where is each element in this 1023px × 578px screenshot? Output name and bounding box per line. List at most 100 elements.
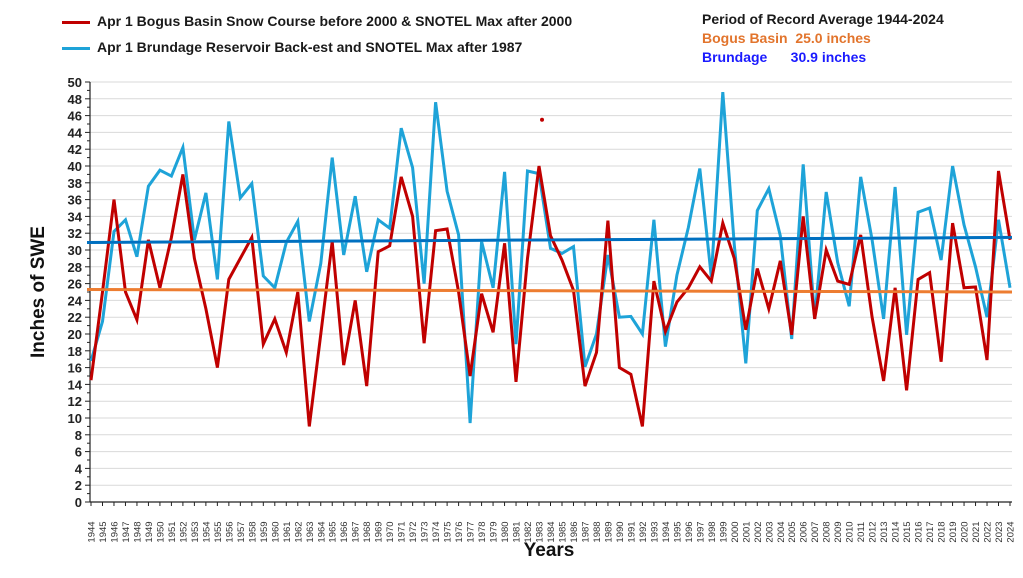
- annotation-bogus: Bogus Basin 25.0 inches: [702, 30, 871, 46]
- y-tick-label: 28: [68, 260, 82, 275]
- x-tick-label: 1944: [87, 521, 98, 542]
- x-tick-label: 1985: [557, 521, 568, 542]
- y-tick-label: 42: [68, 142, 82, 157]
- outlier-point: [540, 117, 545, 122]
- x-tick-label: 1975: [443, 521, 454, 542]
- y-tick-label: 48: [68, 92, 82, 107]
- x-tick-label: 2000: [730, 521, 741, 542]
- x-tick-label: 1955: [213, 521, 224, 542]
- x-tick-label: 1977: [466, 521, 477, 542]
- x-tick-label: 1974: [431, 521, 442, 542]
- x-tick-label: 2021: [971, 521, 982, 542]
- y-tick-label: 46: [68, 109, 82, 124]
- x-tick-label: 1995: [672, 521, 683, 542]
- x-tick-label: 1969: [374, 521, 385, 542]
- x-tick-label: 1951: [167, 521, 178, 542]
- x-tick-label: 2002: [753, 521, 764, 542]
- x-tick-label: 2011: [856, 522, 867, 542]
- x-tick-label: 2014: [891, 521, 902, 542]
- x-tick-label: 1972: [408, 521, 419, 542]
- trendline-brundage-overlay: [86, 236, 1013, 244]
- x-tick-label: 2015: [902, 521, 913, 542]
- x-tick-label: 1961: [282, 521, 293, 542]
- annotation-title: Period of Record Average 1944-2024: [702, 11, 944, 27]
- y-tick-label: 26: [68, 277, 82, 292]
- y-tick-label: 4: [75, 461, 83, 476]
- series-line-bogus: [89, 165, 1012, 427]
- x-tick-label: 1949: [144, 521, 155, 542]
- x-tick-label: 1998: [707, 521, 718, 542]
- x-tick-label: 1947: [121, 521, 132, 542]
- y-tick-label: 32: [68, 226, 82, 241]
- x-tick-label: 1993: [649, 521, 660, 542]
- x-tick-label: 1973: [420, 521, 431, 542]
- x-tick-label: 1958: [247, 521, 258, 542]
- x-tick-label: 1967: [351, 521, 362, 542]
- x-tick-label: 1945: [98, 521, 109, 542]
- x-tick-label: 2024: [1006, 521, 1017, 542]
- x-tick-label: 2004: [776, 521, 787, 542]
- y-tick-label: 24: [68, 293, 83, 308]
- x-tick-label: 1965: [328, 521, 339, 542]
- y-tick-label: 22: [68, 310, 82, 325]
- legend-label-brundage: Apr 1 Brundage Reservoir Back-est and SN…: [97, 39, 523, 55]
- x-tick-label: 1978: [477, 521, 488, 542]
- y-tick-label: 2: [75, 478, 82, 493]
- x-tick-label: 1968: [362, 521, 373, 542]
- x-tick-label: 1959: [259, 521, 270, 542]
- x-tick-label: 1948: [132, 521, 143, 542]
- x-tick-label: 1976: [454, 521, 465, 542]
- y-tick-label: 14: [68, 377, 83, 392]
- x-tick-label: 1960: [270, 521, 281, 542]
- y-tick-label: 20: [68, 327, 82, 342]
- x-tick-label: 1981: [512, 521, 523, 542]
- x-tick-label: 1953: [190, 521, 201, 542]
- x-tick-label: 2006: [799, 521, 810, 542]
- legend-swatch-bogus: [62, 21, 90, 24]
- x-tick-label: 1992: [638, 521, 649, 542]
- x-tick-label: 1979: [489, 521, 500, 542]
- x-tick-label: 2012: [868, 521, 879, 542]
- trendline-bogus-overlay: [86, 288, 1013, 294]
- annotation-brundage: Brundage 30.9 inches: [702, 49, 867, 65]
- x-tick-label: 1956: [224, 521, 235, 542]
- x-axis-label: Years: [524, 540, 575, 561]
- legend-label-bogus: Apr 1 Bogus Basin Snow Course before 200…: [97, 13, 573, 29]
- legend-swatch-brundage: [62, 47, 90, 50]
- x-tick-label: 1971: [397, 521, 408, 542]
- x-tick-label: 1984: [546, 521, 557, 542]
- x-tick-label: 1986: [569, 521, 580, 542]
- x-tick-label: 1952: [178, 521, 189, 542]
- x-tick-label: 2022: [983, 521, 994, 542]
- x-tick-label: 2008: [822, 521, 833, 542]
- x-tick-label: 1982: [523, 521, 534, 542]
- x-tick-label: 2016: [914, 521, 925, 542]
- y-tick-label: 18: [68, 344, 82, 359]
- x-tick-label: 1983: [535, 521, 546, 542]
- series-line-brundage: [89, 91, 1012, 424]
- y-tick-label: 36: [68, 193, 82, 208]
- x-tick-label: 2023: [994, 521, 1005, 542]
- x-tick-label: 1954: [201, 521, 212, 542]
- x-tick-label: 1964: [316, 521, 327, 542]
- x-tick-label: 2020: [960, 521, 971, 542]
- x-tick-label: 1970: [385, 521, 396, 542]
- x-tick-label: 1996: [684, 521, 695, 542]
- x-tick-label: 1988: [592, 521, 603, 542]
- x-tick-label: 1987: [580, 521, 591, 542]
- x-tick-label: 1991: [626, 521, 637, 542]
- x-tick-label: 1963: [305, 521, 316, 542]
- x-tick-label: 1980: [500, 521, 511, 542]
- y-axis-label: Inches of SWE: [28, 226, 49, 358]
- x-tick-label: 1957: [236, 521, 247, 542]
- x-tick-label: 1966: [339, 521, 350, 542]
- x-tick-label: 1950: [155, 521, 166, 542]
- x-tick-label: 2007: [810, 521, 821, 542]
- x-tick-label: 1989: [603, 521, 614, 542]
- x-tick-label: 1946: [109, 521, 120, 542]
- x-tick-label: 2018: [937, 521, 948, 542]
- x-tick-label: 1994: [661, 521, 672, 542]
- x-tick-label: 2013: [879, 521, 890, 542]
